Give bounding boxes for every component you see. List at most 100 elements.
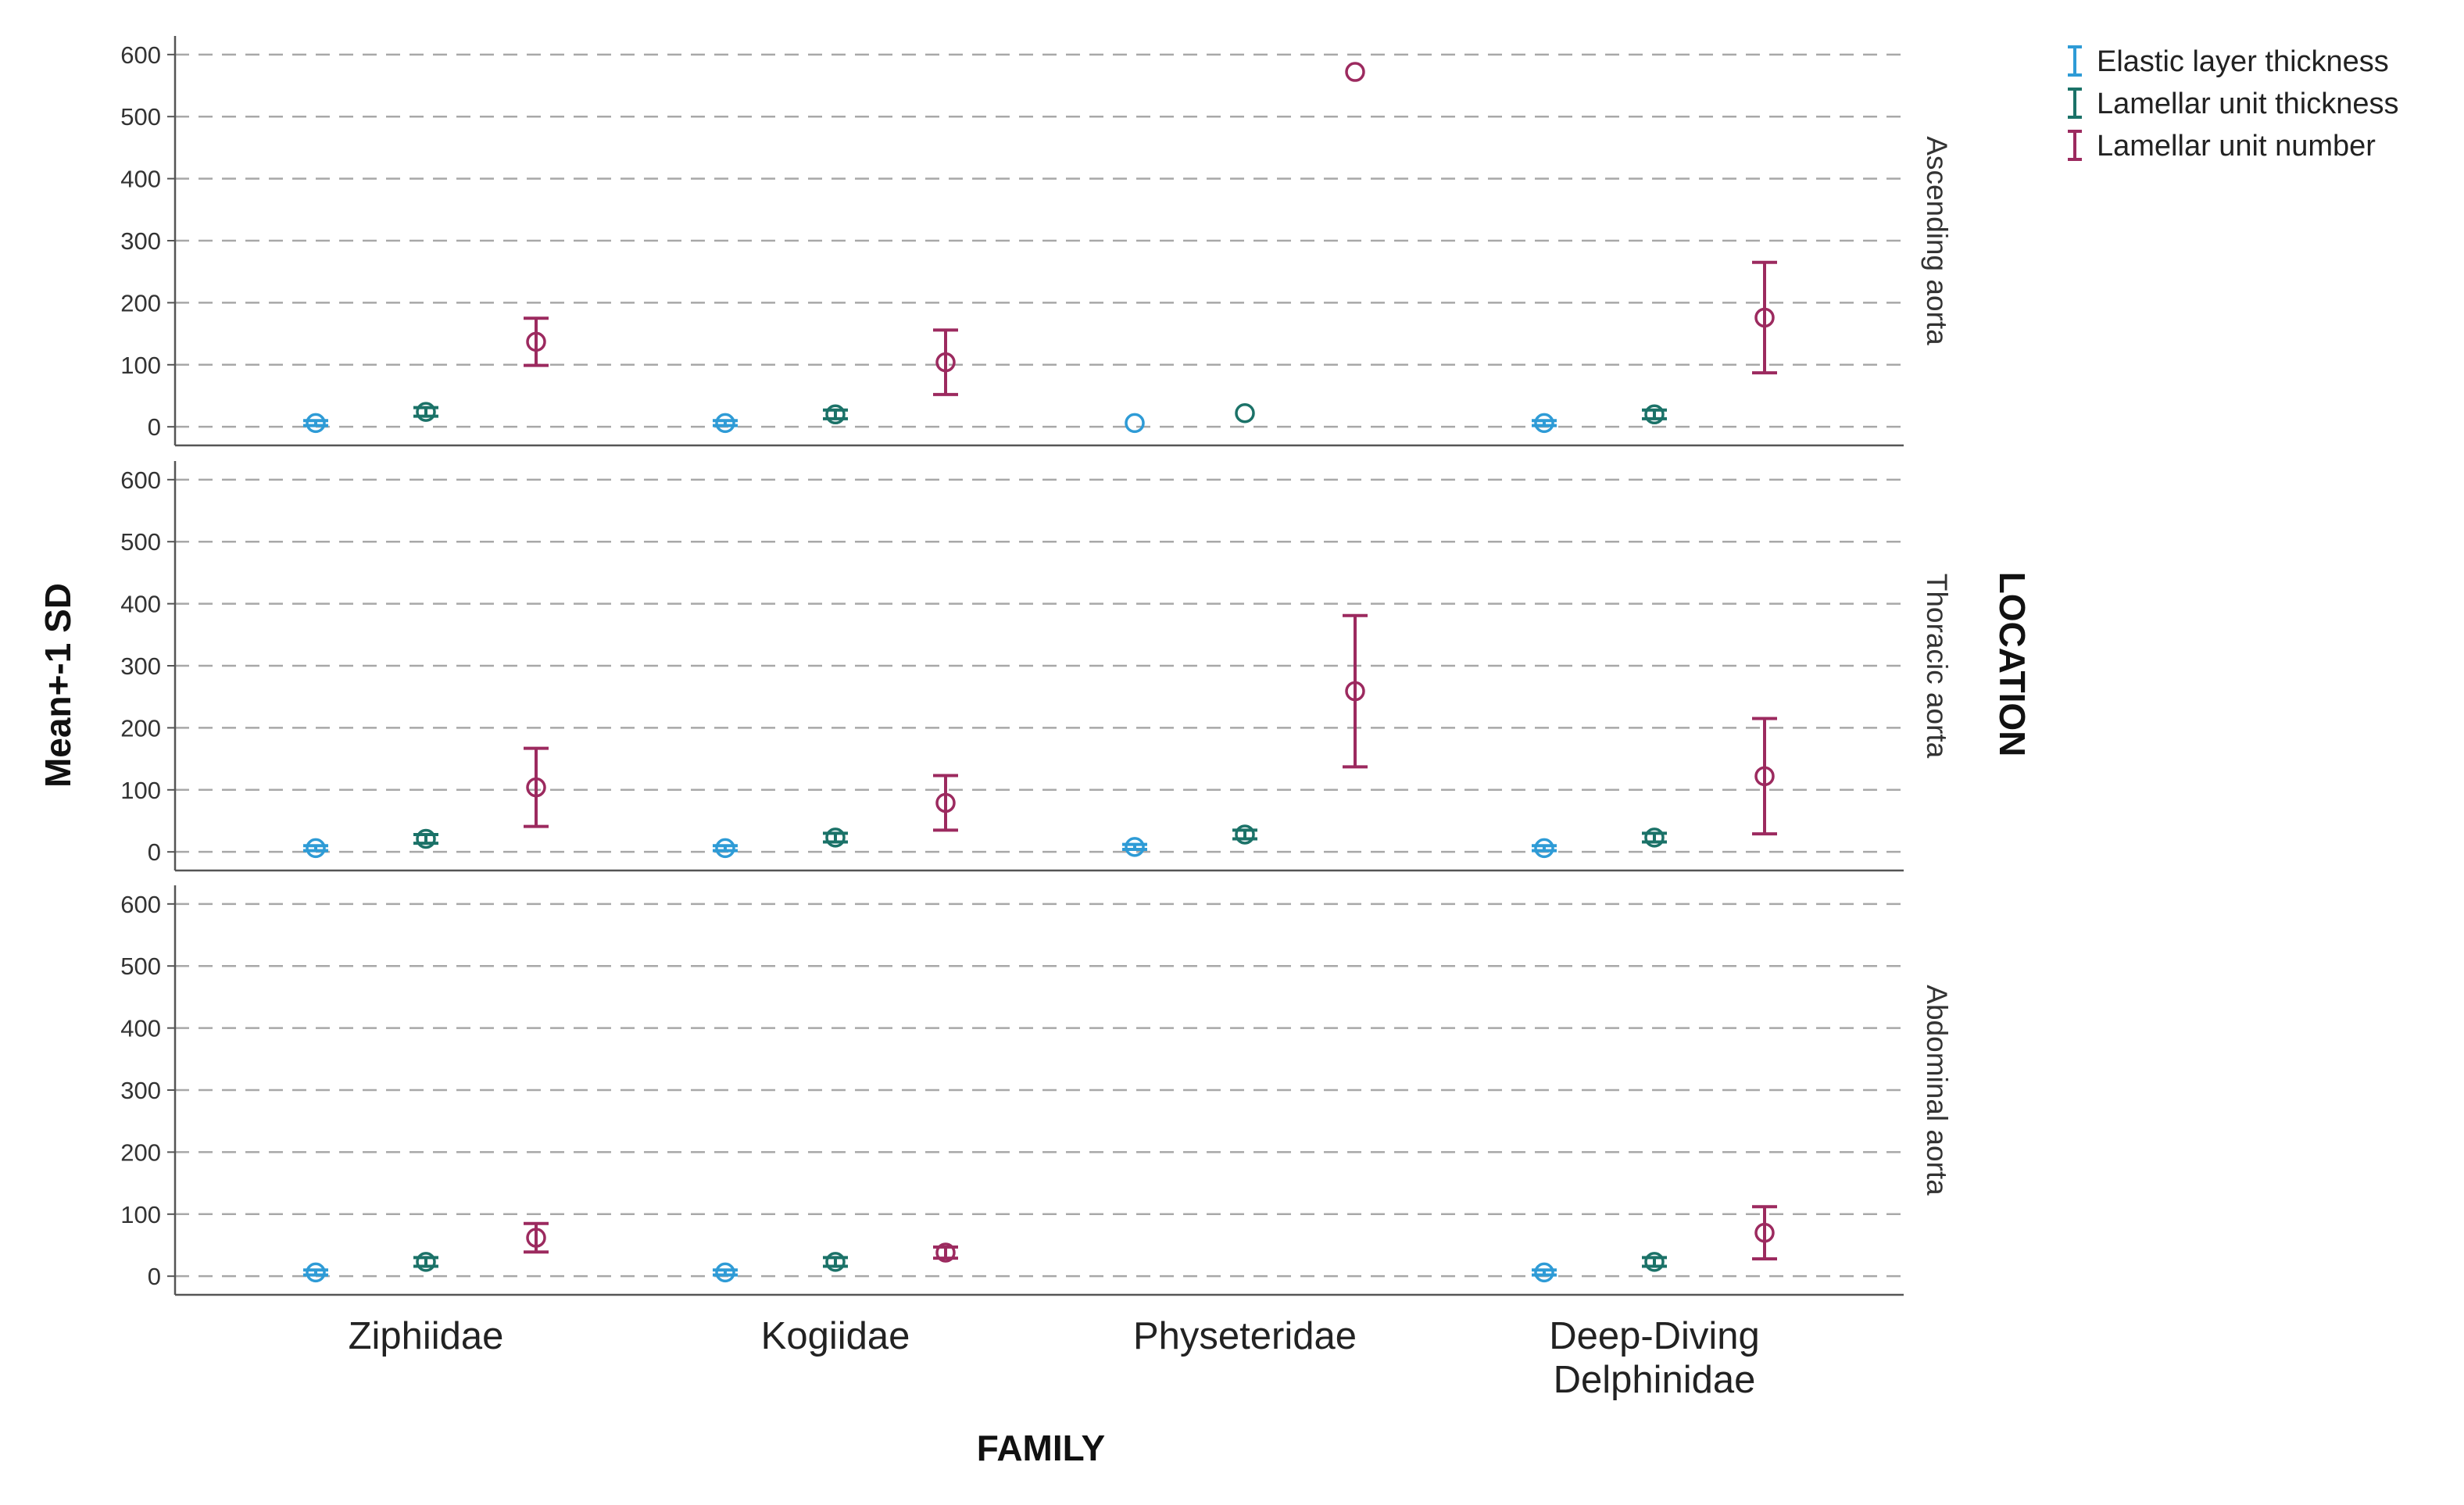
y-axis-title: Mean+-1 SD [38, 583, 78, 788]
data-point-lamellar-unit-number [1752, 1205, 1777, 1260]
mean-marker [526, 1228, 546, 1248]
x-category-label: Deep-Diving Delphinidae [1549, 1315, 1760, 1401]
panel-0: 0 100 200 300 400 500 600 Ascending aorta [120, 36, 1953, 447]
facet-title: LOCATION [1992, 572, 2033, 757]
y-tick-label: 0 [148, 838, 161, 866]
legend-item: Lamellar unit thickness [2068, 88, 2399, 120]
mean-marker [715, 1262, 735, 1283]
data-point-lamellar-unit-thickness [1642, 1252, 1667, 1272]
y-tick-label: 300 [120, 1077, 161, 1104]
y-tick-label: 0 [148, 413, 161, 441]
data-point-elastic-layer-thickness [1532, 838, 1557, 859]
panel-location-label: Abdominal aorta [1921, 985, 1953, 1196]
x-axis-title: FAMILY [977, 1428, 1105, 1468]
mean-marker [416, 402, 436, 422]
y-tick-label: 600 [120, 41, 161, 69]
panel-1: 0 100 200 300 400 500 600 Thoracic aorta [120, 461, 1953, 872]
mean-marker [1534, 1262, 1554, 1283]
data-point-elastic-layer-thickness [303, 1262, 328, 1283]
mean-marker [1754, 766, 1775, 787]
mean-marker [825, 1252, 846, 1272]
chart-panels: 0 100 200 300 400 500 600 Ascending aorta 0 100 20… [120, 36, 1953, 1296]
legend-item: Lamellar unit number [2068, 130, 2376, 163]
panel-location-label: Ascending aorta [1921, 136, 1953, 345]
mean-marker [526, 331, 546, 352]
data-point-elastic-layer-thickness [1122, 837, 1147, 857]
data-point-lamellar-unit-number [1343, 613, 1368, 769]
y-tick-label: 200 [120, 714, 161, 742]
mean-marker [1345, 681, 1365, 702]
y-tick-label: 400 [120, 1015, 161, 1042]
y-tick-label: 500 [120, 528, 161, 556]
data-point-elastic-layer-thickness [713, 1262, 738, 1283]
mean-marker [715, 413, 735, 434]
y-tick-label: 300 [120, 652, 161, 680]
mean-marker [1644, 404, 1665, 425]
x-category-label: Physeteridae [1133, 1315, 1357, 1357]
data-point-elastic-layer-thickness [303, 413, 328, 434]
y-tick-label: 200 [120, 289, 161, 316]
mean-marker [526, 777, 546, 798]
data-point-lamellar-unit-thickness [823, 828, 848, 848]
y-tick-label: 100 [120, 777, 161, 804]
data-point-elastic-layer-thickness [713, 838, 738, 859]
data-point-lamellar-unit-number [524, 1221, 549, 1254]
data-point-lamellar-unit-thickness [413, 1252, 438, 1272]
mean-marker [416, 828, 436, 849]
data-point-lamellar-unit-number [524, 746, 549, 828]
data-point-lamellar-unit-thickness [1642, 828, 1667, 848]
legend-item: Elastic layer thickness [2068, 45, 2389, 78]
x-category-label: Ziphiidae [349, 1315, 504, 1357]
mean-marker [935, 352, 956, 373]
legend: Elastic layer thickness Lamellar unit thi… [2068, 45, 2399, 163]
mean-marker [1235, 402, 1255, 424]
y-tick-label: 100 [120, 352, 161, 379]
mean-marker [306, 413, 326, 434]
mean-marker [306, 838, 326, 859]
data-point-elastic-layer-thickness [303, 838, 328, 859]
y-tick-label: 300 [120, 227, 161, 255]
data-point-lamellar-unit-thickness [413, 402, 438, 422]
y-tick-label: 500 [120, 953, 161, 980]
mean-marker [1345, 62, 1365, 82]
y-tick-label: 600 [120, 467, 161, 494]
mean-marker [1644, 1252, 1665, 1272]
mean-marker [1644, 828, 1665, 848]
data-point-lamellar-unit-number [524, 316, 549, 367]
legend-label: Lamellar unit thickness [2097, 88, 2399, 120]
data-point-lamellar-unit-number [933, 1242, 958, 1263]
panel-2: 0 100 200 300 400 500 600 Abdominal aorta [120, 885, 1953, 1296]
mean-marker [1754, 1222, 1775, 1243]
data-point-elastic-layer-thickness [1532, 413, 1557, 434]
data-point-elastic-layer-thickness [1125, 413, 1145, 434]
mean-marker [306, 1262, 326, 1283]
data-point-lamellar-unit-number [933, 774, 958, 832]
y-tick-label: 400 [120, 591, 161, 618]
data-point-lamellar-unit-thickness [1235, 402, 1255, 424]
data-point-lamellar-unit-number [1345, 62, 1365, 82]
y-tick-label: 200 [120, 1139, 161, 1166]
y-tick-label: 600 [120, 891, 161, 918]
mean-marker [1534, 838, 1554, 859]
mean-marker [935, 792, 956, 813]
mean-marker [825, 404, 846, 425]
y-tick-label: 400 [120, 166, 161, 193]
x-category-label: Kogiidae [761, 1315, 910, 1357]
data-point-lamellar-unit-thickness [413, 828, 438, 849]
legend-label: Lamellar unit number [2097, 130, 2376, 163]
panel-location-label: Thoracic aorta [1921, 574, 1953, 759]
mean-marker [715, 838, 735, 859]
mean-marker [1235, 824, 1255, 845]
data-point-lamellar-unit-thickness [1642, 404, 1667, 425]
mean-marker [416, 1252, 436, 1272]
y-tick-label: 500 [120, 103, 161, 130]
mean-marker [1754, 307, 1775, 328]
mean-marker [1125, 837, 1145, 857]
mean-marker [1534, 413, 1554, 434]
data-point-elastic-layer-thickness [1532, 1262, 1557, 1283]
y-tick-label: 100 [120, 1201, 161, 1228]
x-category-labels: Ziphiidae Kogiidae Physeteridae Deep-Diving… [349, 1315, 1760, 1401]
data-point-lamellar-unit-number [933, 328, 958, 396]
mean-marker [825, 828, 846, 848]
data-point-lamellar-unit-thickness [823, 1252, 848, 1272]
